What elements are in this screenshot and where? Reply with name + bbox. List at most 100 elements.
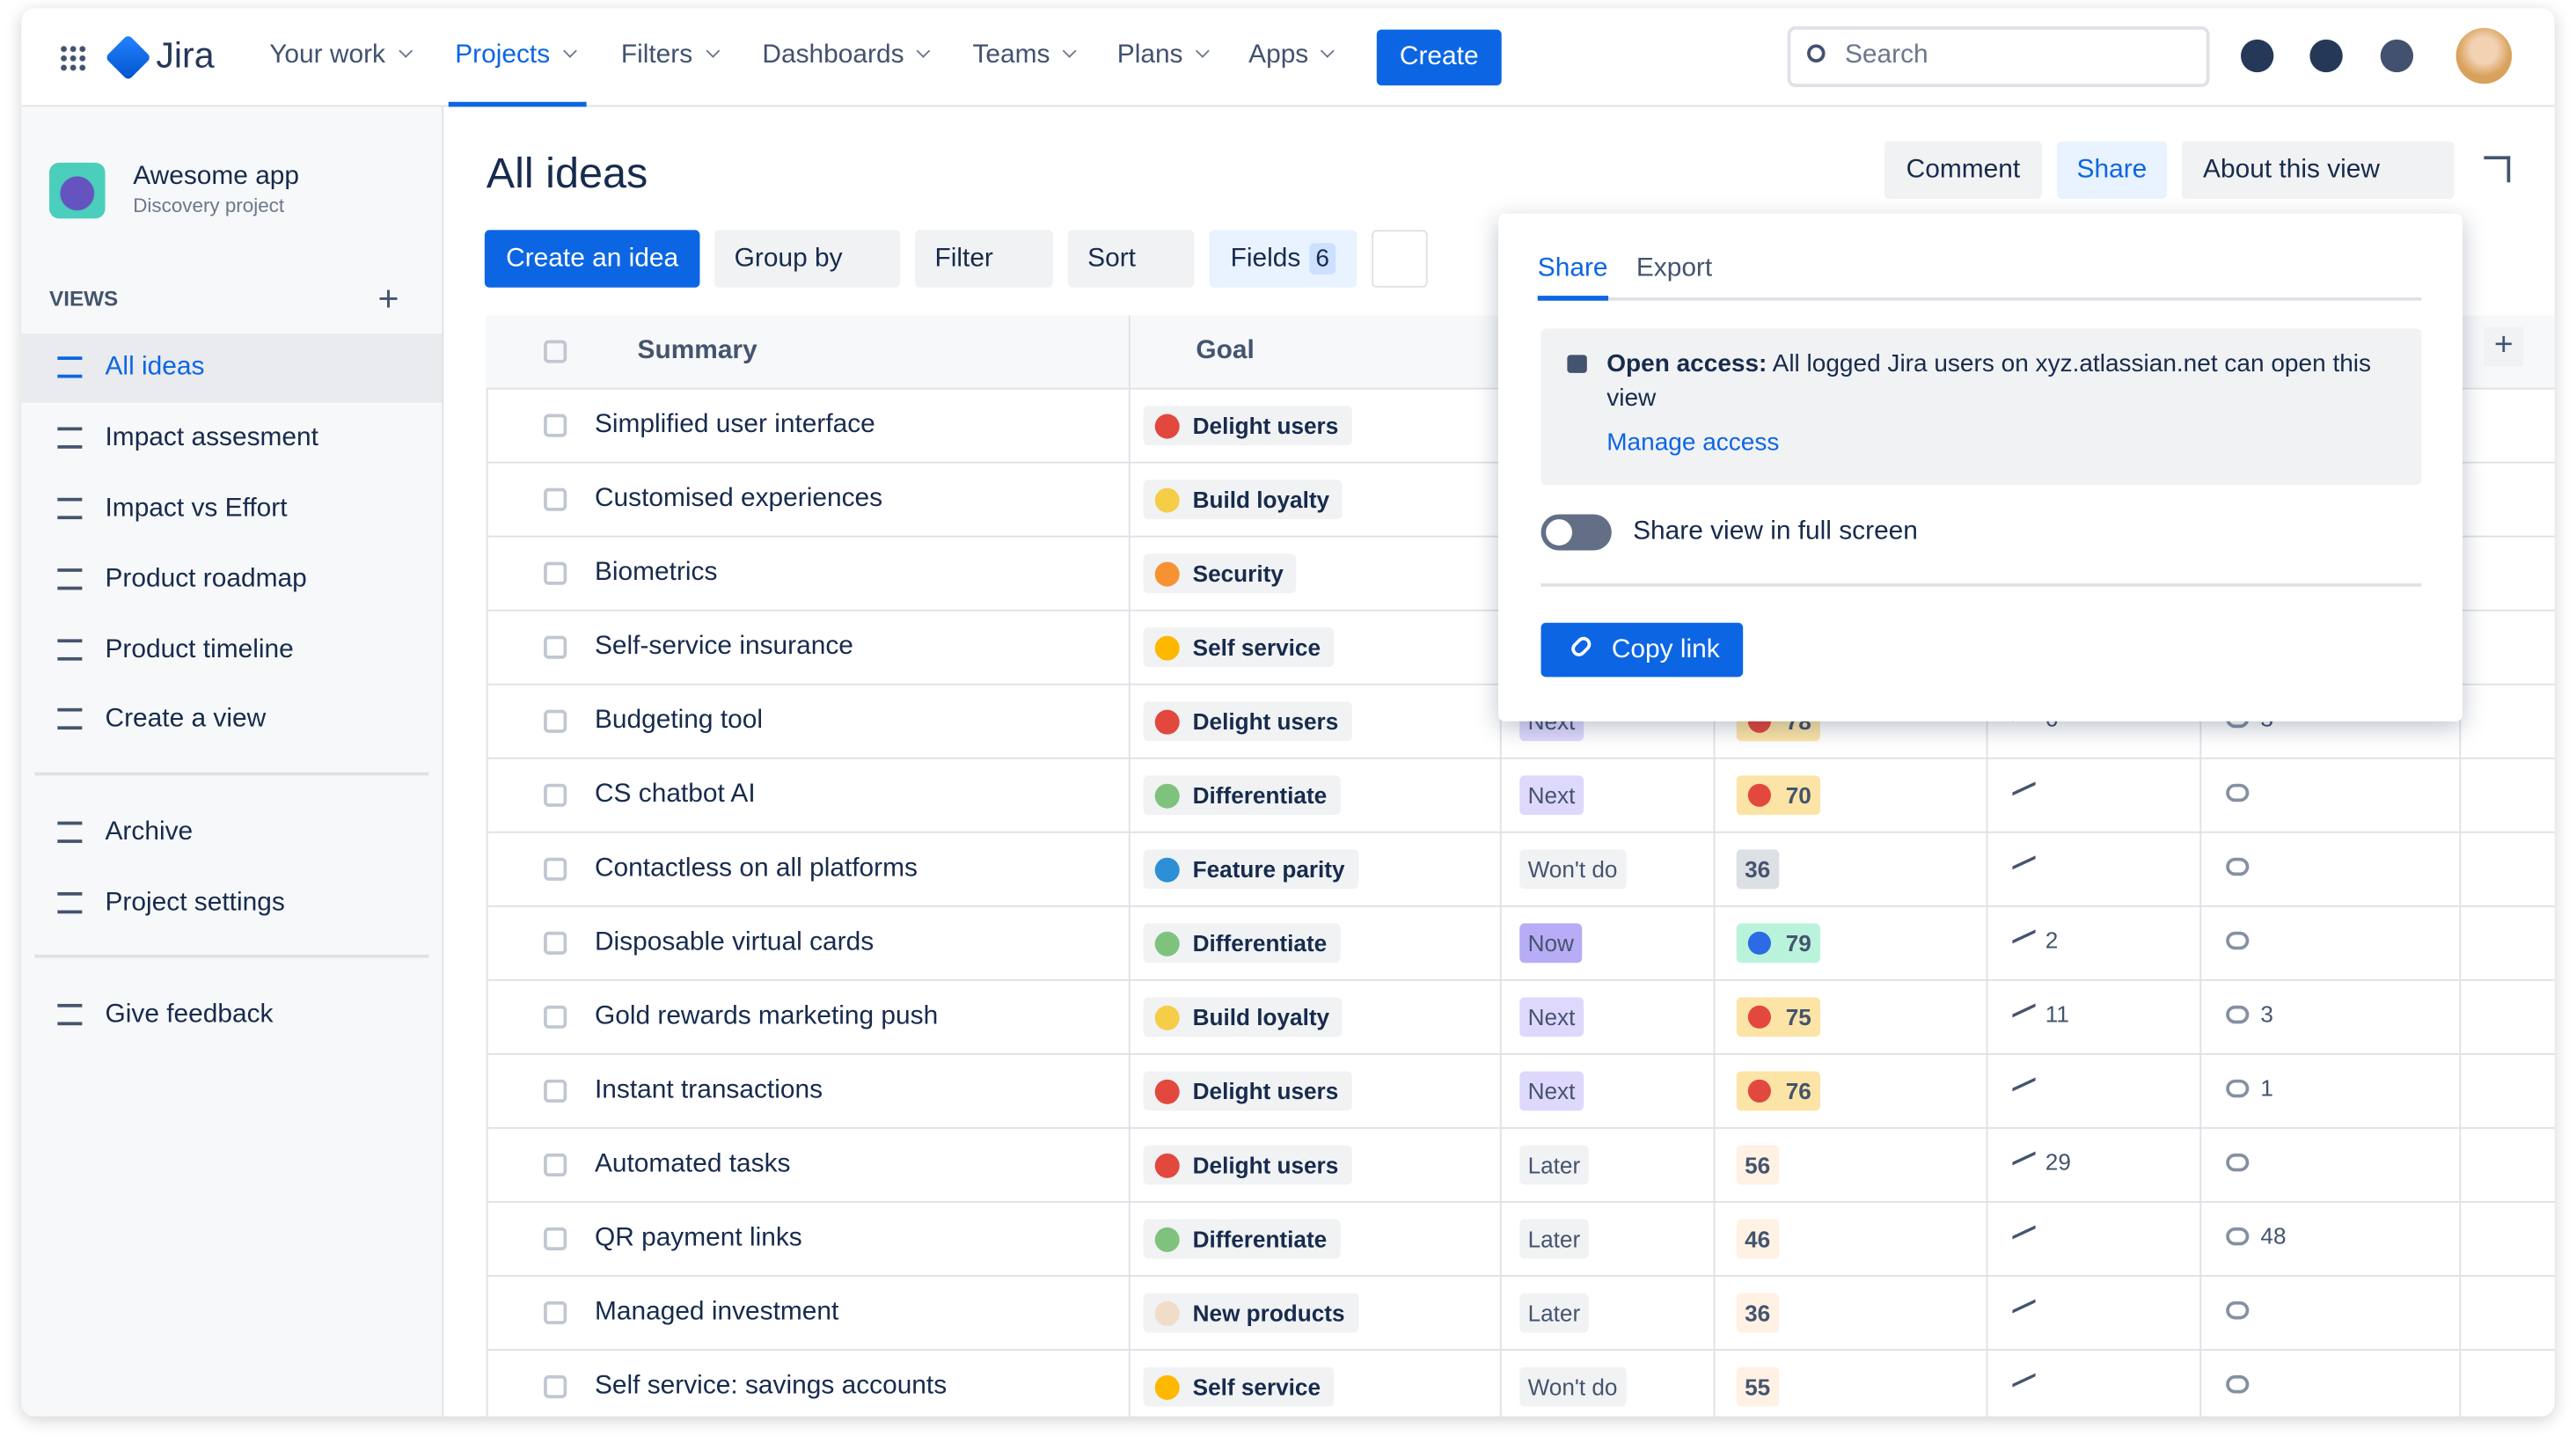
access-box [1540, 328, 2422, 485]
row-divider [486, 905, 2555, 907]
add-view[interactable]: + [377, 277, 399, 319]
add-column[interactable]: + [2484, 326, 2524, 367]
row-checkbox[interactable] [544, 635, 567, 659]
idea-summary[interactable]: Simplified user interface [594, 410, 875, 439]
row-checkbox[interactable] [544, 561, 567, 585]
goal-icon [1154, 487, 1180, 513]
comment-count: 3 [2260, 1000, 2273, 1028]
idea-summary[interactable]: Budgeting tool [594, 706, 764, 735]
toolbar-button[interactable]: Group by [714, 230, 901, 288]
status-tag: Later [1519, 1293, 1589, 1333]
row-checkbox[interactable] [544, 931, 567, 955]
row-checkbox[interactable] [544, 1079, 567, 1103]
row-checkbox[interactable] [544, 1301, 567, 1325]
row-checkbox[interactable] [544, 857, 567, 881]
nav-item[interactable]: Apps [1248, 40, 1309, 70]
nav-item[interactable]: Teams [972, 40, 1050, 70]
header-checkbox[interactable] [544, 340, 567, 363]
row-divider [486, 1200, 2555, 1203]
create-idea[interactable]: Create an idea [484, 230, 700, 288]
nav-item[interactable]: Projects [455, 40, 551, 70]
idea-summary[interactable]: Customised experiences [594, 484, 883, 513]
notifications-icon[interactable] [2240, 39, 2274, 73]
status-tag: Next [1519, 775, 1584, 816]
idea-summary[interactable]: CS chatbot AI [594, 780, 756, 809]
app-switcher[interactable] [59, 44, 87, 73]
idea-summary[interactable]: Biometrics [594, 558, 718, 587]
sidebar-view[interactable]: Product roadmap [105, 565, 307, 594]
help-icon[interactable] [2309, 39, 2343, 73]
comment-icon [2226, 1301, 2250, 1320]
status-tag: Now [1519, 923, 1583, 964]
row-checkbox[interactable] [544, 487, 567, 511]
comment-icon [2226, 857, 2250, 876]
fields-button[interactable]: Fields [1209, 230, 1358, 288]
search-box[interactable] [1787, 26, 2210, 87]
nav-item[interactable]: Plans [1116, 40, 1183, 70]
create-view[interactable]: Create a view [105, 705, 267, 733]
sidebar-view-icon [57, 497, 83, 520]
access-text: Open access: All logged Jira users on xy… [1606, 347, 2395, 415]
avatar[interactable] [2455, 27, 2513, 84]
row-checkbox[interactable] [544, 1374, 567, 1399]
goal-tag: Feature parity [1143, 849, 1358, 890]
score-tag: 56 [1736, 1145, 1779, 1185]
nav-active-underline [448, 101, 587, 107]
column-header[interactable]: Goal [1196, 336, 1255, 365]
trend-count: 11 [2045, 1000, 2069, 1028]
goal-icon [1154, 783, 1180, 809]
row-checkbox[interactable] [544, 1227, 567, 1251]
sidebar-view[interactable]: Impact assesment [105, 423, 318, 452]
project-name: Awesome app [133, 162, 300, 191]
goal-icon [1154, 1301, 1180, 1326]
header-action[interactable]: Share [2056, 141, 2167, 199]
project-settings[interactable]: Project settings [105, 889, 285, 917]
row-checkbox[interactable] [544, 1153, 567, 1176]
sidebar [21, 106, 444, 1417]
header-action[interactable]: About this view [2181, 141, 2455, 199]
idea-summary[interactable]: Automated tasks [594, 1150, 791, 1178]
create-button[interactable]: Create [1376, 29, 1502, 86]
nav-item[interactable]: Your work [269, 40, 385, 70]
idea-summary[interactable]: Managed investment [594, 1298, 839, 1326]
row-checkbox[interactable] [544, 1005, 567, 1029]
idea-summary[interactable]: Instant transactions [594, 1076, 823, 1104]
idea-summary[interactable]: Self-service insurance [594, 632, 853, 661]
status-tag: Later [1519, 1145, 1589, 1185]
sidebar-view[interactable]: Impact vs Effort [105, 495, 288, 523]
settings-icon[interactable] [2380, 39, 2414, 73]
give-feedback[interactable]: Give feedback [105, 1000, 274, 1029]
score-icon [1747, 931, 1771, 955]
comment-icon [2226, 1374, 2250, 1394]
sidebar-divider [34, 772, 429, 776]
toolbar-button[interactable]: Filter [915, 230, 1053, 288]
autosize-button[interactable] [1372, 230, 1428, 288]
idea-summary[interactable]: Gold rewards marketing push [594, 1002, 939, 1030]
expand-icon[interactable] [2484, 156, 2511, 183]
sidebar-view[interactable]: All ideas [105, 353, 205, 382]
product-name[interactable]: Jira [156, 34, 215, 76]
toolbar-button[interactable]: Sort [1067, 230, 1195, 288]
row-checkbox[interactable] [544, 414, 567, 437]
share-popup: Share Export Open access: All logged Jira … [1497, 213, 2463, 722]
idea-summary[interactable]: QR payment links [594, 1224, 802, 1252]
idea-summary[interactable]: Disposable virtual cards [594, 928, 875, 956]
row-checkbox[interactable] [544, 709, 567, 733]
nav-item[interactable]: Filters [620, 40, 693, 70]
row-checkbox[interactable] [544, 783, 567, 807]
idea-summary[interactable]: Contactless on all platforms [594, 854, 918, 883]
sidebar-view[interactable]: Product timeline [105, 635, 294, 664]
manage-access[interactable]: Manage access [1606, 429, 1780, 458]
archive[interactable]: Archive [105, 817, 194, 846]
column-divider [1986, 315, 1988, 1417]
copy-link[interactable]: Copy link [1540, 622, 1744, 678]
header-action[interactable]: Comment [1884, 141, 2043, 199]
column-header[interactable]: Summary [637, 336, 757, 365]
idea-summary[interactable]: Self service: savings accounts [594, 1372, 948, 1400]
status-tag: Won't do [1519, 1367, 1626, 1407]
nav-item[interactable]: Dashboards [762, 40, 904, 70]
tab[interactable]: Export [1636, 254, 1713, 283]
tab[interactable]: Share [1537, 254, 1608, 283]
